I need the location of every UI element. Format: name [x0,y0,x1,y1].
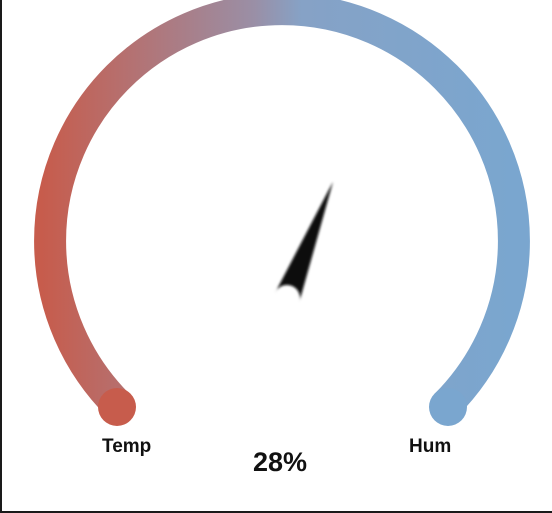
gauge-left-label: Temp [102,436,152,457]
gauge-arc [34,0,530,417]
gauge-value: 28% [252,447,308,477]
gauge-right-label: Hum [409,436,452,457]
gauge-end-cap [429,388,467,426]
gauge-needle-icon [274,181,333,303]
gauge-start-cap [98,388,136,426]
